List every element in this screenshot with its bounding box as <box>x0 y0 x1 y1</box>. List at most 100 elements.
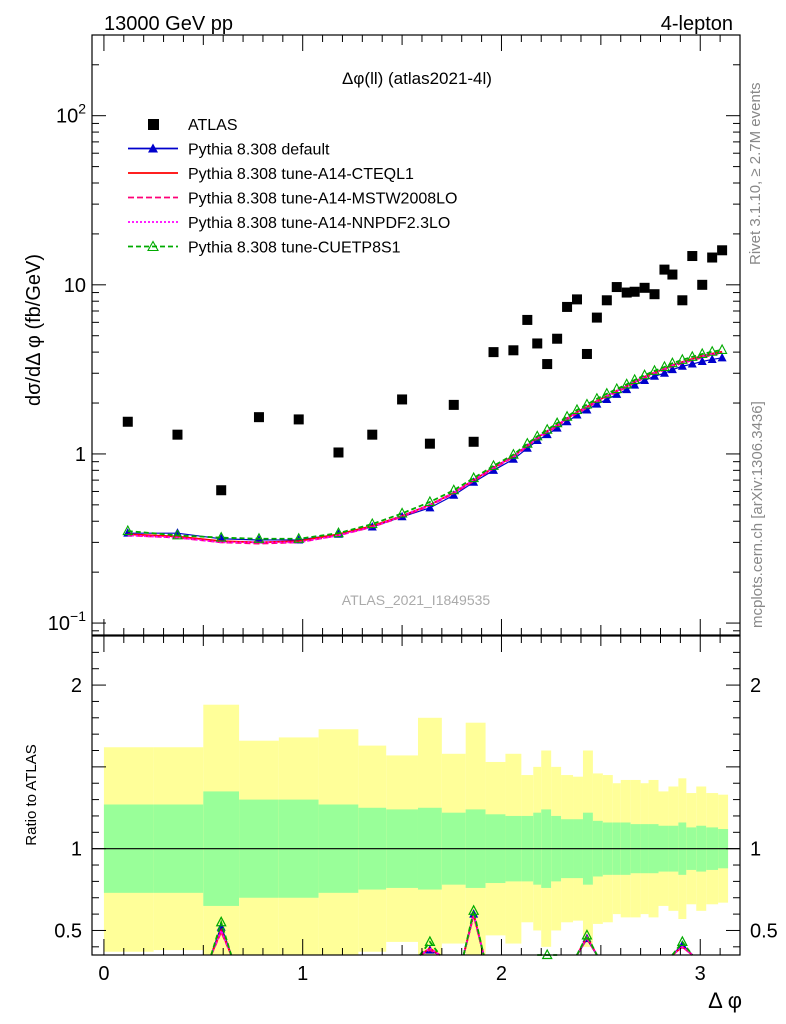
y-tick-label-ratio-right: 1 <box>750 839 761 861</box>
ratio-spike-cuetp <box>671 940 694 956</box>
data-point-atlas <box>629 286 640 297</box>
x-tick-label: 3 <box>695 963 706 985</box>
y-tick-label-ratio-right: 0.5 <box>750 920 778 942</box>
data-point-atlas <box>601 295 612 306</box>
legend: ATLAS Pythia 8.308 default Pythia 8.308 tu… <box>128 117 457 257</box>
series-marker-default <box>687 359 697 368</box>
legend-marker-default <box>148 143 158 153</box>
series-marker-default <box>667 364 677 374</box>
series-marker-default <box>449 490 459 499</box>
ratio-frame <box>91 635 741 956</box>
x-tick-label: 0 <box>98 963 109 985</box>
series-marker-default <box>650 371 660 380</box>
series-marker-cuetp <box>696 347 708 359</box>
series-marker-cuetp <box>521 437 533 448</box>
rivet-label: Rivet 3.1.10, ≥ 2.7M events <box>747 83 764 266</box>
series-marker-cuetp <box>561 410 573 421</box>
series-marker-cuetp <box>448 484 460 495</box>
data-point-atlas <box>448 399 459 410</box>
legend-label-nnpdf: Pythia 8.308 tune-A14-NNPDF2.3LO <box>188 215 450 232</box>
series-marker-cuetp <box>686 350 698 361</box>
data-point-atlas <box>621 287 632 298</box>
series-marker-default <box>542 429 552 439</box>
series-marker-default <box>630 380 640 389</box>
x-tick-label: 2 <box>496 963 507 985</box>
series-marker-cuetp <box>591 392 603 403</box>
data-point-atlas <box>649 289 660 300</box>
series-marker-cuetp <box>333 527 344 538</box>
series-marker-default <box>592 399 602 408</box>
data-point-atlas <box>552 333 563 344</box>
y-tick-label-main: 1 <box>75 444 86 466</box>
ratio-plot-area: 0.5 0.5 1 1 2 2 0 1 2 3 <box>54 35 778 985</box>
series-marker-cuetp <box>468 471 480 483</box>
data-point-atlas <box>687 251 698 262</box>
y-tick-label-ratio-right: 2 <box>750 675 761 697</box>
ratio-spike-cuetp <box>210 919 233 956</box>
watermark-label: ATLAS_2021_I1849535 <box>342 592 491 608</box>
series-marker-default <box>602 394 612 403</box>
series-marker-cuetp <box>659 360 670 371</box>
series-marker-default <box>717 352 727 362</box>
legend-label-default: Pythia 8.308 default <box>188 142 330 159</box>
series-marker-cuetp <box>215 531 227 542</box>
series-marker-cuetp <box>571 403 583 415</box>
series-marker-cuetp <box>122 524 134 536</box>
series-marker-cuetp <box>488 459 499 470</box>
series-marker-cuetp <box>716 343 728 354</box>
header-right: 4-lepton <box>661 13 733 35</box>
series-marker-cuetp <box>621 378 633 389</box>
series-marker-cuetp <box>396 507 408 518</box>
ratio-marker-cuetp <box>541 948 553 960</box>
y-tick-label-main: 10−1 <box>48 608 86 635</box>
series-marker-default <box>562 416 572 426</box>
data-point-atlas <box>293 414 304 425</box>
series-marker-default <box>552 423 562 432</box>
series-marker-cuetp <box>531 430 543 441</box>
series-marker-cuetp <box>676 353 688 364</box>
legend-label-data: ATLAS <box>188 117 238 134</box>
ratio-marker-cuetp <box>424 935 436 947</box>
ratio-spike-cuetp <box>462 910 485 956</box>
x-axis-label: Δ φ <box>708 988 742 1013</box>
y-tick-label-ratio: 1 <box>71 839 82 861</box>
data-point-atlas <box>677 295 688 306</box>
y-tick-label-main: 102 <box>56 101 86 128</box>
series-marker-default <box>677 361 687 370</box>
y-tick-label-ratio: 2 <box>71 675 82 697</box>
header-left: 13000 GeV pp <box>104 13 233 35</box>
y-tick-label-ratio: 0.5 <box>54 920 82 942</box>
series-marker-cuetp <box>507 448 519 459</box>
data-point-atlas <box>572 294 583 305</box>
ratio-marker-cuetp <box>215 915 227 927</box>
series-marker-cuetp <box>541 423 553 434</box>
data-point-atlas <box>488 347 499 358</box>
data-point-atlas <box>253 412 264 423</box>
series-marker-cuetp <box>611 382 623 394</box>
series-marker-cuetp <box>581 398 593 409</box>
main-plot-area: 10−1 1 10 102 <box>48 34 741 636</box>
mcplots-label: mcplots.cern.ch [arXiv:1306.3436] <box>749 401 766 628</box>
series-marker-default <box>707 354 717 363</box>
legend-marker-cuetp <box>147 240 159 252</box>
ratio-spike-cuetp <box>419 940 441 956</box>
data-point-atlas <box>562 301 573 312</box>
legend-label-mstw: Pythia 8.308 tune-A14-MSTW2008LO <box>188 191 457 208</box>
data-point-atlas <box>172 429 183 440</box>
data-point-atlas <box>367 429 378 440</box>
ratio-spike-nnpdf <box>671 945 693 956</box>
data-point-atlas <box>659 264 670 275</box>
series-marker-default <box>582 404 592 414</box>
series-marker-cuetp <box>629 373 641 384</box>
ratio-marker-cuetp <box>468 904 480 915</box>
series-marker-cuetp <box>639 369 651 380</box>
series-marker-cuetp <box>551 417 563 428</box>
legend-marker-data <box>148 119 159 130</box>
data-point-atlas <box>122 416 133 427</box>
series-marker-default <box>425 502 435 512</box>
series-marker-default <box>622 384 632 394</box>
y-axis-label-ratio: Ratio to ATLAS <box>23 744 40 845</box>
y-tick-label-main: 10 <box>64 275 86 297</box>
ratio-marker-cuetp <box>676 935 688 947</box>
